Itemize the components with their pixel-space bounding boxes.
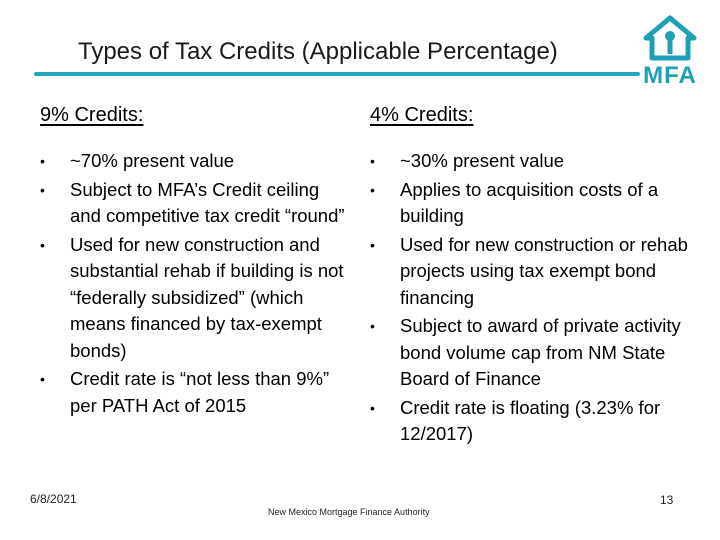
footer-date: 6/8/2021	[30, 492, 77, 506]
bullet-icon: •	[40, 181, 45, 198]
page-number: 13	[660, 493, 674, 507]
bullet-item: • Applies to acquisition costs of a build…	[370, 177, 690, 230]
bullet-text: Used for new construction or rehab proje…	[400, 233, 688, 308]
bullet-text: ~30% present value	[400, 150, 565, 171]
bullet-icon: •	[370, 236, 375, 253]
bullet-icon: •	[370, 153, 375, 169]
bullet-item: • Subject to award of private activity bo…	[370, 313, 690, 393]
bullet-item: • Subject to MFA’s Credit ceiling and com…	[40, 177, 350, 230]
bullet-item: • Credit rate is floating (3.23% for 12/2…	[370, 395, 690, 448]
title-underline	[34, 72, 640, 76]
nine-percent-column: 9% Credits: • ~70% present value • Subject…	[40, 100, 350, 421]
bullet-text: Used for new construction and substantia…	[70, 233, 344, 361]
bullet-item: • Used for new construction or rehab proj…	[370, 232, 690, 312]
four-percent-bullets: • ~30% present value • Applies to acquisit…	[370, 148, 690, 448]
four-percent-column: 4% Credits: • ~30% present value • Applies…	[370, 100, 690, 450]
nine-percent-heading-text: 9% Credits	[40, 104, 138, 126]
house-icon	[643, 15, 697, 61]
mfa-logo: MFA	[638, 14, 702, 89]
bullet-text: Applies to acquisition costs of a buildi…	[400, 178, 659, 227]
bullet-item: • ~30% present value	[370, 148, 690, 175]
bullet-icon: •	[40, 371, 45, 387]
slide-title: Types of Tax Credits (Applicable Percent…	[78, 38, 558, 65]
logo-text: MFA	[643, 62, 697, 89]
bullet-icon: •	[370, 181, 375, 198]
heading-colon: :	[137, 104, 144, 126]
four-percent-heading-text: 4% Credits	[370, 104, 468, 126]
bullet-icon: •	[40, 236, 45, 253]
footer-organization: New Mexico Mortgage Finance Authority	[268, 507, 430, 517]
bullet-text: ~70% present value	[70, 150, 235, 171]
bullet-text: Subject to MFA’s Credit ceiling and comp…	[70, 178, 345, 227]
nine-percent-bullets: • ~70% present value • Subject to MFA’s Cr…	[40, 148, 350, 419]
bullet-icon: •	[370, 399, 375, 416]
bullet-text: Credit rate is floating (3.23% for 12/20…	[400, 396, 661, 445]
bullet-item: • Credit rate is “not less than 9%” per P…	[40, 366, 350, 419]
nine-percent-heading: 9% Credits:	[40, 100, 350, 130]
heading-colon: :	[467, 104, 474, 126]
bullet-text: Credit rate is “not less than 9%” per PA…	[70, 368, 330, 416]
four-percent-heading: 4% Credits:	[370, 100, 690, 130]
bullet-item: • Used for new construction and substanti…	[40, 232, 350, 365]
bullet-item: • ~70% present value	[40, 148, 350, 175]
bullet-icon: •	[40, 153, 45, 169]
bullet-icon: •	[370, 318, 375, 334]
bullet-text: Subject to award of private activity bon…	[400, 315, 681, 389]
